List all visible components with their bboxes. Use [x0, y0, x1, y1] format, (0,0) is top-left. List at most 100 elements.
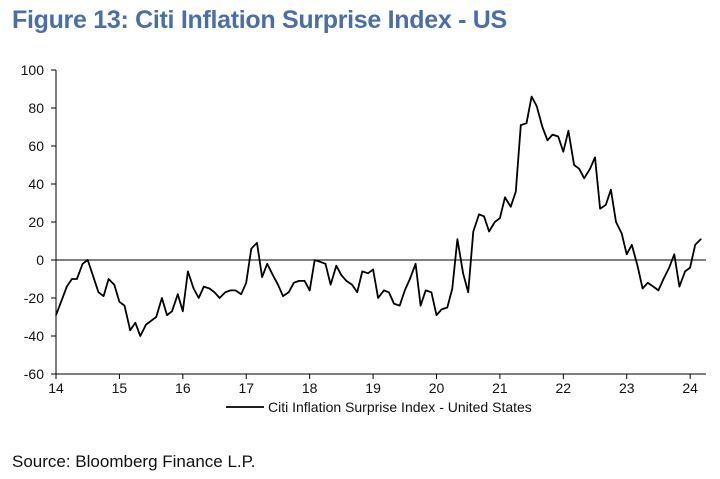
x-tick-label: 24 — [682, 380, 698, 396]
data-point — [499, 217, 501, 219]
data-point — [510, 206, 512, 208]
data-point — [103, 295, 105, 297]
data-point — [113, 284, 115, 286]
data-point — [304, 280, 306, 282]
data-point — [605, 204, 607, 206]
data-point — [652, 286, 655, 288]
x-tick-label: 21 — [492, 380, 508, 396]
y-tick-label: -60 — [24, 366, 44, 382]
data-point — [536, 105, 538, 107]
data-point — [446, 306, 448, 309]
data-point — [208, 287, 211, 290]
data-point — [377, 297, 379, 299]
data-point — [472, 230, 474, 233]
data-point — [187, 270, 189, 272]
data-point — [356, 291, 358, 293]
data-point — [293, 282, 295, 284]
data-point — [383, 289, 385, 291]
y-tick-label: 60 — [28, 138, 44, 154]
x-tick-label: 16 — [175, 380, 191, 396]
data-point — [494, 221, 496, 223]
data-point — [594, 156, 596, 158]
data-point — [615, 221, 617, 223]
data-point — [298, 280, 300, 282]
x-tick-label: 14 — [48, 380, 64, 396]
legend-label: Citi Inflation Surprise Index - United S… — [268, 399, 532, 415]
y-tick-label: 20 — [28, 214, 44, 230]
data-point — [430, 291, 432, 293]
data-point — [636, 265, 639, 267]
data-point — [567, 130, 570, 132]
y-tick-label: 0 — [36, 252, 44, 268]
data-point — [515, 191, 517, 193]
data-point — [388, 291, 390, 293]
data-point — [282, 295, 284, 297]
x-axis-ticks: 14 15 16 17 18 19 20 21 22 23 24 — [48, 374, 698, 396]
data-point — [546, 139, 549, 141]
data-point — [668, 267, 670, 269]
legend: Citi Inflation Surprise Index - United S… — [226, 399, 532, 415]
data-point — [456, 238, 458, 240]
data-point — [71, 278, 73, 280]
data-point — [97, 291, 100, 293]
data-point — [261, 276, 263, 278]
source-note: Source: Bloomberg Finance L.P. — [12, 452, 256, 471]
data-point — [478, 213, 480, 215]
data-point — [610, 189, 612, 191]
data-point — [182, 310, 184, 312]
data-point — [82, 263, 84, 265]
y-tick-label: -20 — [24, 290, 44, 306]
data-point — [557, 135, 559, 138]
data-point — [123, 305, 126, 307]
data-point — [435, 314, 438, 316]
data-point — [441, 308, 443, 310]
data-point — [578, 168, 580, 170]
data-point — [319, 261, 321, 263]
data-point — [657, 289, 660, 291]
data-point — [642, 287, 644, 290]
data-point — [573, 164, 575, 166]
data-point — [631, 244, 633, 246]
data-point — [621, 232, 623, 234]
data-point — [166, 314, 168, 316]
data-point — [451, 287, 453, 290]
series-line — [55, 95, 702, 337]
data-point — [288, 291, 290, 293]
data-point — [108, 278, 110, 280]
data-point — [55, 314, 57, 316]
data-point — [700, 238, 702, 240]
data-point — [150, 320, 152, 322]
x-tick-label: 15 — [112, 380, 128, 396]
data-point — [256, 242, 258, 244]
data-point — [583, 177, 585, 179]
x-tick-label: 19 — [365, 380, 381, 396]
data-point — [198, 297, 200, 299]
data-point — [129, 329, 131, 331]
data-point — [694, 244, 696, 246]
data-point — [240, 293, 242, 295]
data-point — [488, 230, 490, 233]
data-point — [134, 322, 136, 324]
data-point — [345, 280, 347, 282]
data-point — [467, 291, 469, 293]
data-point — [272, 274, 274, 276]
data-point — [626, 253, 628, 255]
data-point — [250, 248, 252, 250]
data-point — [409, 278, 411, 280]
y-tick-label: 80 — [28, 100, 44, 116]
data-point — [483, 215, 485, 217]
x-tick-label: 18 — [302, 380, 318, 396]
data-point — [351, 284, 353, 286]
series-group — [55, 95, 702, 337]
data-point — [60, 301, 62, 303]
data-point — [525, 122, 528, 124]
data-point — [245, 282, 247, 284]
data-point — [462, 272, 464, 274]
data-point — [340, 274, 342, 276]
x-tick-label: 22 — [556, 380, 572, 396]
y-axis-ticks: 100 80 60 40 20 0 -20 -40 -60 — [21, 62, 56, 382]
data-point — [76, 278, 78, 280]
data-point — [161, 297, 163, 299]
data-point — [372, 268, 374, 271]
data-point — [87, 259, 89, 261]
